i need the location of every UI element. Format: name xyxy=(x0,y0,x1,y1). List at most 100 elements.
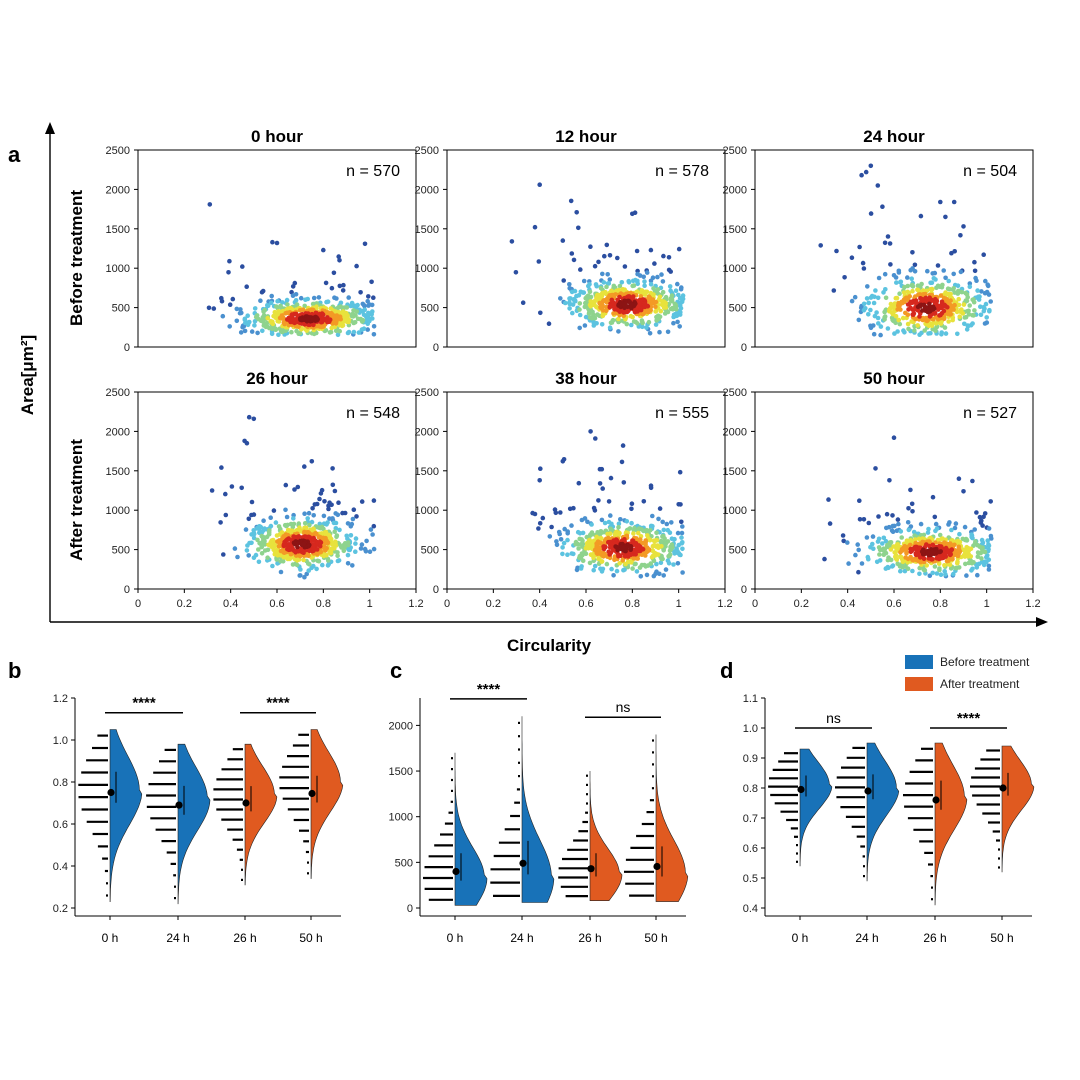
scatter-point xyxy=(868,163,874,169)
scatter-point xyxy=(607,253,613,258)
scatter-point xyxy=(896,521,901,527)
scatter-point xyxy=(893,313,899,319)
scatter-point xyxy=(567,282,572,287)
scatter-point xyxy=(666,553,671,559)
scatter-point xyxy=(337,283,343,289)
scatter-point xyxy=(311,563,316,569)
scatter-point xyxy=(970,297,975,303)
scatter-point xyxy=(311,513,317,518)
scatter-point xyxy=(971,543,976,548)
scatter-point xyxy=(256,559,262,565)
scatter-point xyxy=(561,540,567,546)
scatter-point xyxy=(903,555,908,560)
scatter-point xyxy=(571,551,576,557)
scatter-point xyxy=(986,526,992,531)
scatter-point xyxy=(554,542,560,548)
scatter-point xyxy=(289,289,294,295)
scatter-point xyxy=(270,319,275,325)
scatter-point xyxy=(346,329,352,335)
violin-y-tick-label: 500 xyxy=(395,857,413,869)
scatter-point xyxy=(305,516,311,521)
scatter-point xyxy=(358,290,363,295)
scatter-point xyxy=(576,225,581,231)
scatter-point xyxy=(302,303,308,309)
scatter-point xyxy=(909,319,914,324)
scatter-point xyxy=(957,314,962,320)
scatter-point xyxy=(866,312,871,317)
scatter-point xyxy=(601,280,607,285)
scatter-point xyxy=(349,313,355,319)
legend-label-after: After treatment xyxy=(940,677,1020,691)
scatter-point xyxy=(592,315,598,321)
y-tick-label: 2000 xyxy=(723,426,747,438)
scatter-point xyxy=(369,279,374,285)
scatter-point xyxy=(290,545,295,551)
scatter-point xyxy=(359,499,365,504)
scatter-point xyxy=(274,240,280,246)
scatter-point xyxy=(894,295,900,301)
scatter-point xyxy=(354,514,359,519)
mean-dot xyxy=(999,784,1007,792)
scatter-point xyxy=(251,512,257,517)
scatter-point xyxy=(229,484,235,489)
scatter-point xyxy=(586,283,591,289)
scatter-point xyxy=(223,512,229,518)
scatter-point xyxy=(614,568,620,574)
scatter-point xyxy=(306,568,312,573)
violin-category-label: 50 h xyxy=(990,931,1013,945)
violin-panel-c: 0 500 1000 1500 2000 0 h 24 h 26 h 50 h **** ns xyxy=(389,681,689,945)
scatter-point xyxy=(941,308,947,314)
scatter-point xyxy=(223,491,228,497)
scatter-point xyxy=(240,264,245,269)
scatter-point xyxy=(260,328,265,334)
scatter-point xyxy=(577,301,583,306)
scatter-point xyxy=(565,531,570,536)
scatter-point xyxy=(979,556,984,561)
scatter-point xyxy=(979,559,985,565)
scatter-point xyxy=(537,182,542,187)
scatter-point xyxy=(366,294,371,299)
scatter-title: 12 hour xyxy=(555,127,617,146)
scatter-point xyxy=(604,284,609,290)
scatter-point xyxy=(668,269,673,274)
violin-category-label: 26 h xyxy=(923,931,946,945)
scatter-point xyxy=(882,314,888,319)
scatter-point xyxy=(989,536,994,541)
scatter-point xyxy=(367,549,373,554)
scatter-point xyxy=(345,561,351,566)
scatter-point xyxy=(549,524,554,530)
scatter-point xyxy=(653,322,659,327)
scatter-point xyxy=(328,329,334,335)
scatter-point xyxy=(680,293,686,298)
scatter-point xyxy=(628,545,634,551)
y-tick-label: 2000 xyxy=(723,184,747,196)
violin-category-label: 50 h xyxy=(299,931,322,945)
scatter-point xyxy=(872,294,877,300)
scatter-point xyxy=(298,573,303,578)
scatter-point xyxy=(919,330,924,336)
scatter-point xyxy=(863,169,869,175)
y-tick-label: 1000 xyxy=(723,505,747,517)
x-tick-label: 0.6 xyxy=(578,598,593,610)
scatter-point xyxy=(340,288,346,293)
scatter-point xyxy=(603,291,609,297)
scatter-point xyxy=(938,199,943,205)
scatter-point xyxy=(258,298,263,304)
scatter-point xyxy=(608,513,613,518)
scatter-point xyxy=(567,306,572,311)
scatter-point xyxy=(345,521,351,526)
scatter-point xyxy=(868,295,874,300)
scatter-point xyxy=(371,324,377,329)
scatter-point xyxy=(881,535,887,541)
scatter-point xyxy=(622,567,627,572)
violin-y-tick-label: 0.6 xyxy=(53,819,68,831)
scatter-point xyxy=(859,561,865,566)
scatter-point xyxy=(671,312,677,318)
scatter-point xyxy=(356,330,362,335)
scatter-point xyxy=(371,498,377,503)
scatter-point xyxy=(239,485,244,491)
scatter-point xyxy=(882,271,888,277)
mean-dot xyxy=(653,862,661,871)
scatter-point xyxy=(560,545,565,550)
scatter-point xyxy=(332,488,338,494)
